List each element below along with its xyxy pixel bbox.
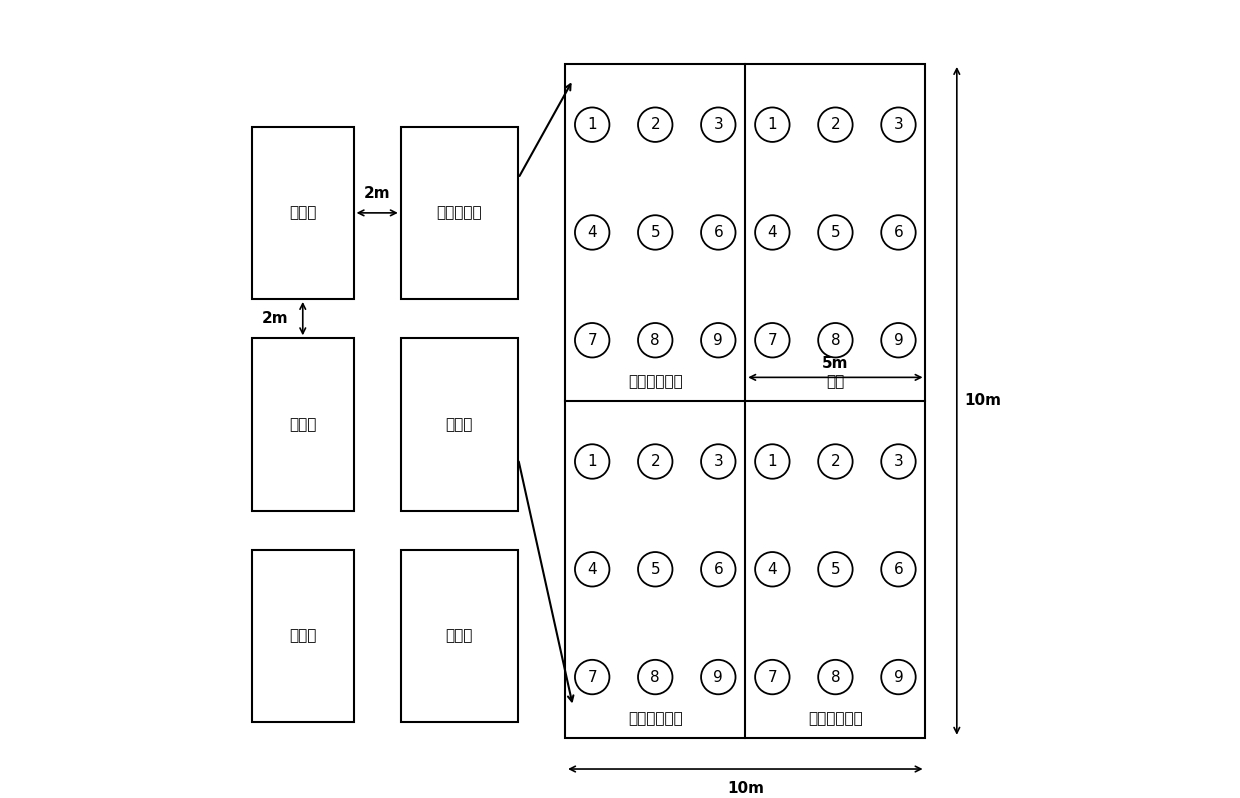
- Text: 6: 6: [894, 225, 903, 240]
- Circle shape: [882, 444, 915, 479]
- Text: 4: 4: [588, 562, 596, 577]
- Text: 4: 4: [768, 225, 777, 240]
- Text: 6: 6: [713, 562, 723, 577]
- Circle shape: [818, 215, 853, 250]
- Text: 8: 8: [831, 670, 841, 685]
- Text: 1: 1: [588, 117, 596, 132]
- Circle shape: [755, 108, 790, 142]
- Circle shape: [575, 552, 609, 587]
- FancyBboxPatch shape: [252, 550, 353, 722]
- Text: 8: 8: [651, 670, 660, 685]
- Text: 5: 5: [831, 225, 841, 240]
- Circle shape: [755, 215, 790, 250]
- Text: 中度干旱胁迫: 中度干旱胁迫: [627, 711, 683, 726]
- FancyBboxPatch shape: [401, 127, 518, 299]
- Circle shape: [639, 323, 672, 358]
- Text: 7: 7: [588, 333, 596, 348]
- Text: 7: 7: [588, 670, 596, 685]
- Circle shape: [818, 552, 853, 587]
- Circle shape: [575, 444, 609, 479]
- Text: 4: 4: [768, 562, 777, 577]
- Circle shape: [755, 660, 790, 694]
- Circle shape: [575, 215, 609, 250]
- Text: 6: 6: [894, 562, 903, 577]
- Text: 4: 4: [588, 225, 596, 240]
- Text: 9: 9: [713, 333, 723, 348]
- Circle shape: [818, 108, 853, 142]
- Text: 预留试验区: 预留试验区: [436, 205, 482, 220]
- Text: 3: 3: [894, 454, 903, 469]
- Circle shape: [575, 108, 609, 142]
- Circle shape: [882, 323, 915, 358]
- Text: 9: 9: [713, 670, 723, 685]
- Circle shape: [639, 552, 672, 587]
- FancyBboxPatch shape: [252, 338, 353, 511]
- Circle shape: [701, 552, 735, 587]
- Text: 试验区: 试验区: [289, 205, 316, 220]
- Circle shape: [882, 108, 915, 142]
- Circle shape: [701, 323, 735, 358]
- Text: 10m: 10m: [965, 393, 1002, 409]
- Text: 8: 8: [831, 333, 841, 348]
- Circle shape: [701, 444, 735, 479]
- Text: 对照: 对照: [826, 374, 844, 389]
- Text: 2: 2: [831, 117, 841, 132]
- Text: 7: 7: [768, 670, 777, 685]
- Text: 试验区: 试验区: [289, 628, 316, 643]
- Circle shape: [701, 108, 735, 142]
- Circle shape: [701, 660, 735, 694]
- Text: 3: 3: [713, 454, 723, 469]
- Text: 试验区: 试验区: [445, 628, 474, 643]
- Circle shape: [639, 660, 672, 694]
- Text: 5: 5: [651, 225, 660, 240]
- Text: 试验区: 试验区: [289, 417, 316, 432]
- Text: 5: 5: [831, 562, 841, 577]
- Text: 9: 9: [894, 333, 903, 348]
- Text: 试验区: 试验区: [445, 417, 474, 432]
- Circle shape: [639, 108, 672, 142]
- Text: 重度干旱胁迫: 重度干旱胁迫: [808, 711, 863, 726]
- Text: 7: 7: [768, 333, 777, 348]
- FancyBboxPatch shape: [401, 338, 518, 511]
- Circle shape: [818, 444, 853, 479]
- Text: 2m: 2m: [363, 186, 391, 201]
- Text: 2: 2: [651, 454, 660, 469]
- Text: 3: 3: [894, 117, 903, 132]
- FancyBboxPatch shape: [401, 550, 518, 722]
- Circle shape: [882, 552, 915, 587]
- FancyBboxPatch shape: [252, 127, 353, 299]
- Circle shape: [755, 444, 790, 479]
- Text: 5m: 5m: [822, 356, 848, 371]
- Text: 9: 9: [894, 670, 903, 685]
- Circle shape: [701, 215, 735, 250]
- Text: 1: 1: [768, 454, 777, 469]
- Text: 2: 2: [651, 117, 660, 132]
- Text: 6: 6: [713, 225, 723, 240]
- Circle shape: [882, 215, 915, 250]
- Circle shape: [755, 323, 790, 358]
- FancyBboxPatch shape: [565, 64, 925, 737]
- Circle shape: [575, 323, 609, 358]
- Circle shape: [639, 444, 672, 479]
- Text: 2: 2: [831, 454, 841, 469]
- Circle shape: [575, 660, 609, 694]
- Circle shape: [639, 215, 672, 250]
- Circle shape: [755, 552, 790, 587]
- Text: 3: 3: [713, 117, 723, 132]
- Circle shape: [818, 323, 853, 358]
- Circle shape: [882, 660, 915, 694]
- Text: 8: 8: [651, 333, 660, 348]
- Text: 1: 1: [768, 117, 777, 132]
- Circle shape: [818, 660, 853, 694]
- Text: 5: 5: [651, 562, 660, 577]
- Text: 2m: 2m: [262, 311, 289, 326]
- Text: 轻度干旱胁迫: 轻度干旱胁迫: [627, 374, 683, 389]
- Text: 1: 1: [588, 454, 596, 469]
- Text: 10m: 10m: [727, 780, 764, 796]
